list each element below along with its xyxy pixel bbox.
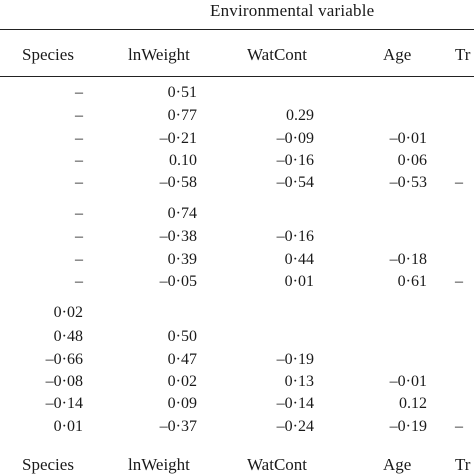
cell-watcont-row-12: –0·19 <box>276 351 314 368</box>
cell-watcont-row-9: 0·01 <box>284 273 314 290</box>
cell-lnweight-row-11: 0·50 <box>167 328 197 345</box>
cell-age-row-9: 0·61 <box>397 273 427 290</box>
cell-age-row-15: –0·19 <box>389 418 427 435</box>
header-age: Age <box>383 45 412 64</box>
cell-watcont-row-8: 0·44 <box>284 251 314 268</box>
footer-species: Species <box>22 455 74 474</box>
header-rule <box>0 76 474 77</box>
top-rule <box>0 29 474 30</box>
cell-species-row-1: – <box>75 84 83 101</box>
cell-species-row-12: –0·66 <box>45 351 83 368</box>
cell-species-row-6: – <box>75 205 83 222</box>
cell-tr-row-15: – <box>455 418 463 435</box>
cell-lnweight-row-12: 0·47 <box>167 351 197 368</box>
cell-species-row-14: –0·14 <box>45 395 83 412</box>
cell-watcont-row-3: –0·09 <box>276 130 314 147</box>
cell-watcont-row-7: –0·16 <box>276 228 314 245</box>
header-lnweight: lnWeight <box>128 45 190 64</box>
cell-watcont-row-2: 0.29 <box>286 107 314 124</box>
group-header: Environmental variable <box>210 1 375 20</box>
cell-species-row-13: –0·08 <box>45 373 83 390</box>
cell-lnweight-row-7: –0·38 <box>159 228 197 245</box>
cell-species-row-4: – <box>75 152 83 169</box>
cell-species-row-8: – <box>75 251 83 268</box>
cell-watcont-row-5: –0·54 <box>276 174 314 191</box>
cell-species-row-5: – <box>75 174 83 191</box>
cell-age-row-5: –0·53 <box>389 174 427 191</box>
cell-watcont-row-13: 0·13 <box>284 373 314 390</box>
cell-tr-row-5: – <box>455 174 463 191</box>
cell-watcont-row-4: –0·16 <box>276 152 314 169</box>
cell-age-row-13: –0·01 <box>389 373 427 390</box>
footer-age: Age <box>383 455 412 474</box>
header-watcont: WatCont <box>247 45 308 64</box>
cell-species-row-3: – <box>75 130 83 147</box>
cell-lnweight-row-1: 0·51 <box>167 84 197 101</box>
cell-lnweight-row-3: –0·21 <box>159 130 197 147</box>
header-species: Species <box>22 45 74 64</box>
cell-lnweight-row-2: 0·77 <box>167 107 197 124</box>
footer-tr: Tr <box>455 455 471 474</box>
cell-species-row-7: – <box>75 228 83 245</box>
cell-age-row-14: 0.12 <box>399 395 427 412</box>
cell-species-row-10: 0·02 <box>53 304 83 321</box>
cell-lnweight-row-5: –0·58 <box>159 174 197 191</box>
cell-lnweight-row-13: 0·02 <box>167 373 197 390</box>
cell-tr-row-9: – <box>455 273 463 290</box>
cell-age-row-3: –0·01 <box>389 130 427 147</box>
cell-age-row-4: 0·06 <box>397 152 427 169</box>
cell-lnweight-row-14: 0·09 <box>167 395 197 412</box>
cell-watcont-row-15: –0·24 <box>276 418 314 435</box>
cell-species-row-9: – <box>75 273 83 290</box>
cell-lnweight-row-15: –0·37 <box>159 418 197 435</box>
cell-lnweight-row-8: 0·39 <box>167 251 197 268</box>
cell-lnweight-row-4: 0.10 <box>169 152 197 169</box>
footer-lnweight: lnWeight <box>128 455 190 474</box>
cell-lnweight-row-9: –0·05 <box>159 273 197 290</box>
header-tr: Tr <box>455 45 471 64</box>
cell-species-row-11: 0·48 <box>53 328 83 345</box>
cell-species-row-2: – <box>75 107 83 124</box>
cell-lnweight-row-6: 0·74 <box>167 205 197 222</box>
footer-watcont: WatCont <box>247 455 308 474</box>
cell-watcont-row-14: –0·14 <box>276 395 314 412</box>
cell-age-row-8: –0·18 <box>389 251 427 268</box>
cell-species-row-15: 0·01 <box>53 418 83 435</box>
